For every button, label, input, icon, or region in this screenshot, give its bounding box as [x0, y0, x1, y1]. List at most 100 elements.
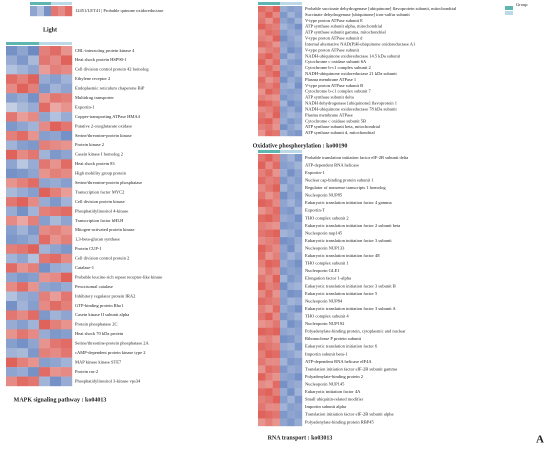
heatmap-cell [294, 154, 303, 162]
heatmap-cell [28, 272, 40, 283]
row-label: Phosphatidylinositol 3-kinase vps34 [75, 378, 141, 383]
heatmap-cell [265, 6, 273, 13]
heatmap-cell [280, 154, 288, 162]
heatmap-cell [280, 335, 288, 344]
heatmap-cell [17, 216, 29, 226]
heatmap-cell [17, 102, 29, 113]
heatmap-cell [265, 118, 273, 125]
heatmap-cell [61, 338, 73, 349]
heatmap-cell [280, 312, 288, 321]
heatmap-cell [272, 35, 281, 42]
row-label: NADH-ubiquinone oxidoreductase 14.5 kDa … [305, 53, 401, 58]
heatmap-cell [272, 320, 281, 328]
heatmap-cell [287, 11, 295, 19]
heatmap-cell [280, 176, 288, 185]
heatmap-cell [50, 291, 62, 302]
heatmap-cell [50, 253, 62, 264]
heatmap-cell [39, 329, 51, 339]
heatmap-cell [65, 6, 73, 17]
row-label: Plasma membrane ATPase 1 [305, 77, 356, 82]
heatmap-cell [265, 237, 273, 245]
heatmap-cell [28, 291, 40, 302]
heatmap-cell [61, 187, 73, 198]
heatmap-cell [28, 197, 40, 207]
heatmap-cell [50, 301, 62, 311]
heatmap-cell [272, 305, 281, 313]
heatmap-cell [272, 23, 281, 30]
heatmap-cell [272, 237, 281, 245]
heatmap-cell [28, 187, 40, 198]
heatmap-cell [294, 206, 303, 215]
heatmap-cell [272, 6, 281, 13]
heatmap-cell [258, 380, 266, 389]
heatmap-cell [265, 244, 273, 253]
heatmap-cell [294, 59, 303, 66]
row-label: Protein CUP-1 [75, 246, 102, 251]
heatmap-cell [280, 259, 288, 268]
row-label: V-type proton ATPase subunit [305, 47, 360, 52]
heatmap-cell [280, 395, 288, 404]
heatmap-cell [280, 59, 288, 66]
heatmap-cell [280, 252, 288, 260]
heatmap-cell [17, 46, 29, 56]
row-label: Nucleoporin NUP133 [305, 245, 345, 250]
heatmap-cell [28, 348, 40, 358]
heatmap-cell [272, 358, 281, 366]
heatmap-cell [294, 191, 303, 200]
heatmap-cell [287, 161, 295, 170]
heatmap-cell [28, 357, 40, 368]
row-label: Cytochrome b-c1 complex subunit 7 [305, 89, 371, 94]
heatmap-cell [258, 112, 266, 119]
heatmap-cell [265, 350, 273, 359]
row-label: Protein kinase 2 [75, 142, 104, 147]
heatmap-cell [272, 53, 281, 60]
heatmap-cell [30, 6, 38, 17]
heatmap-cell [280, 6, 288, 13]
heatmap-cell [39, 367, 51, 377]
heatmap-cell [39, 93, 51, 103]
heatmap-cell [39, 225, 51, 236]
heatmap-cell [61, 168, 73, 179]
heatmap-cell [50, 168, 62, 179]
row-label: NADH dehydrogenase [ubiquinone] flavopro… [305, 101, 397, 106]
heatmap-cell [258, 169, 266, 177]
row-label: Transcription factor MYC2 [75, 189, 124, 194]
heatmap-cell [287, 327, 295, 336]
heatmap-cell [6, 234, 18, 245]
heatmap-cell [61, 140, 73, 151]
heatmap-cell [17, 121, 29, 132]
heatmap-cell [294, 169, 303, 177]
heatmap-cell [258, 23, 266, 30]
legend-title: Group [516, 2, 528, 7]
heatmap-cell [61, 319, 73, 330]
row-label: THO complex subunit 4 [305, 313, 349, 318]
heatmap-cell [6, 367, 18, 377]
heatmap-cell [287, 410, 295, 419]
heatmap-cell [61, 121, 73, 132]
row-label: Nucleoporin NUP85 [305, 193, 343, 198]
row-label: Eukaryotic translation initiation factor… [305, 291, 378, 296]
row-label: Translation initiation factor eIF-2B sub… [305, 366, 397, 371]
row-label: Eukaryotic translation initiation factor… [305, 238, 392, 243]
row-label: Nucleoporin nup145 [305, 230, 343, 235]
heatmap-cell [280, 327, 288, 336]
heatmap-cell [17, 55, 29, 66]
heatmap-cell [265, 267, 273, 276]
heatmap-cell [258, 312, 266, 321]
heatmap-cell [6, 291, 18, 302]
row-label: Catalase-1 [75, 265, 94, 270]
heatmap-cell [287, 229, 295, 238]
heatmap-cell [6, 112, 18, 122]
heatmap-cell [272, 267, 281, 276]
row-label: Heat shock protein HSP90-1 [75, 57, 127, 62]
heatmap-cell [17, 197, 29, 207]
row-label: Protein phosphatase 2C [75, 322, 118, 327]
heatmap-cell [265, 380, 273, 389]
heatmap-cell [58, 6, 66, 17]
heatmap-cell [61, 102, 73, 113]
heatmap-cell [294, 23, 303, 30]
heatmap-cell [265, 229, 273, 238]
heatmap-cell [265, 206, 273, 215]
heatmap-cell [272, 244, 281, 253]
heatmap-cell [287, 191, 295, 200]
